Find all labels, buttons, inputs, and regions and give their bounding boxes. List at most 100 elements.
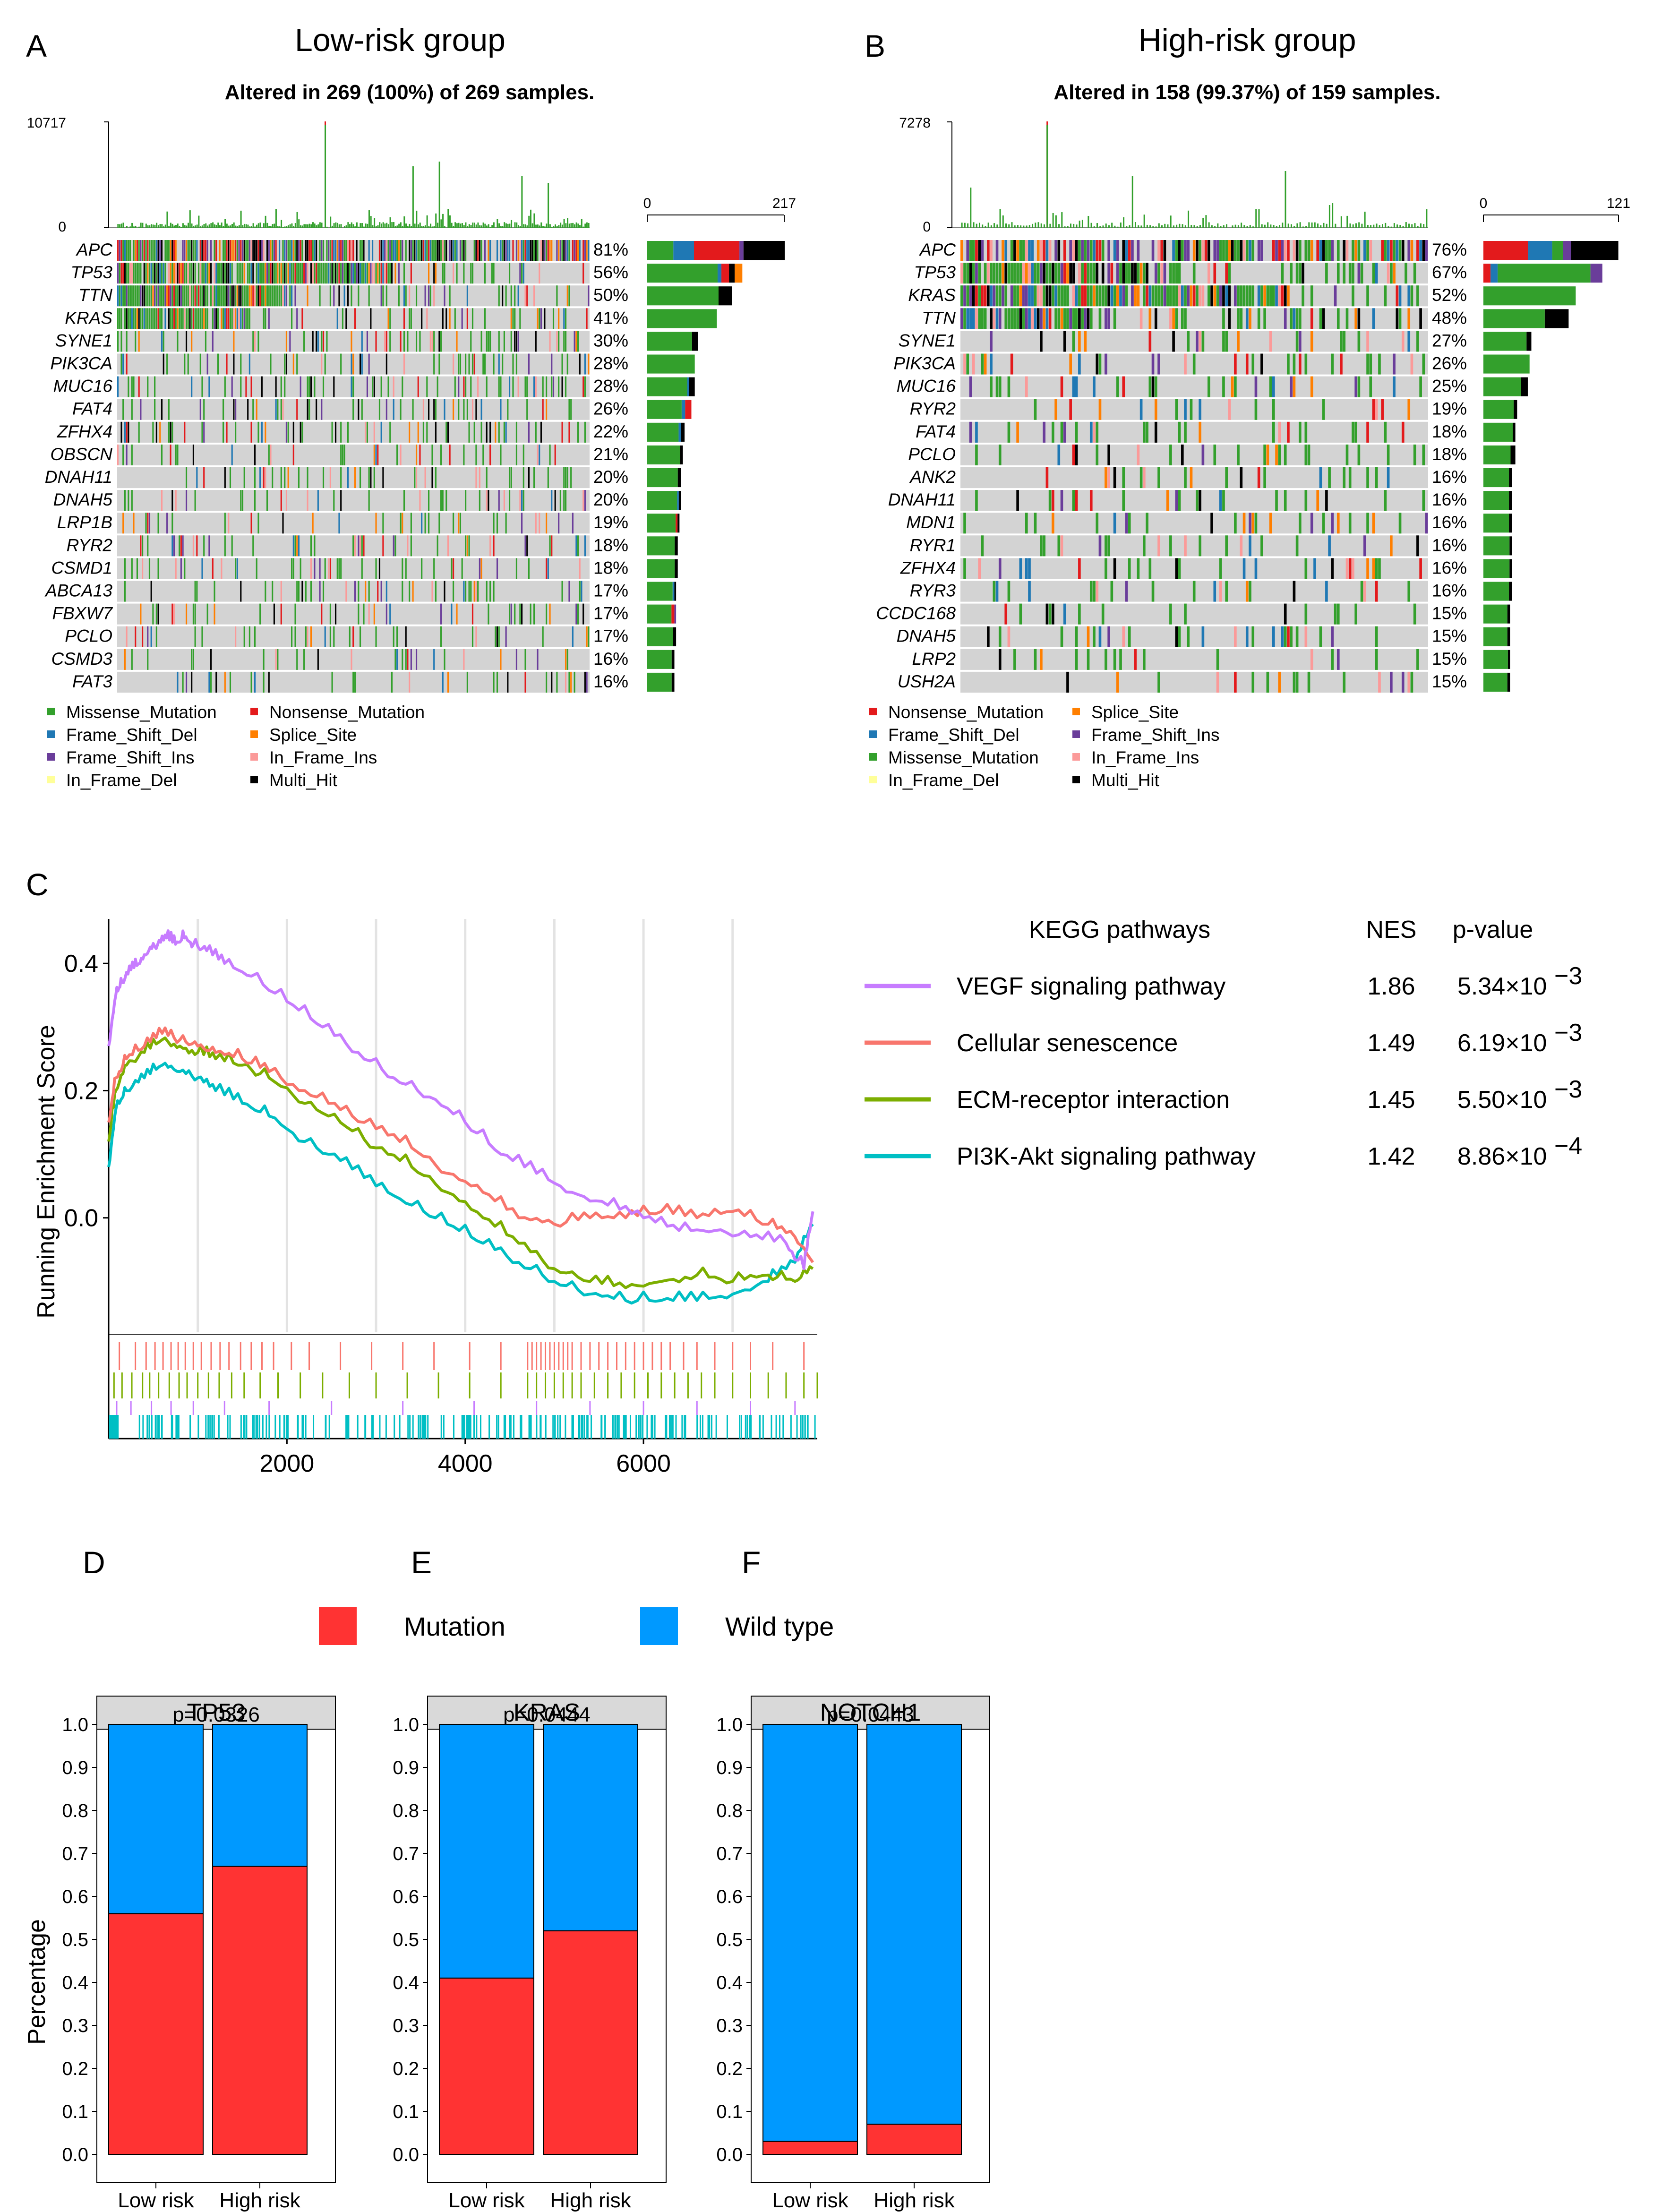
tmb-bar: [393, 222, 395, 228]
gene-label: KRAS: [65, 308, 112, 327]
mutation-cell: [131, 490, 133, 511]
side-bar-segment: [689, 377, 695, 396]
mutation-cell: [1210, 285, 1213, 307]
mutation-cell: [1010, 353, 1013, 375]
mutation-cell: [1375, 626, 1378, 647]
mutation-cell: [184, 308, 186, 329]
mutation-cell: [342, 263, 343, 284]
mutation-cell: [1066, 671, 1069, 693]
mutation-cell: [1040, 263, 1043, 284]
tmb-bar: [500, 226, 502, 228]
mutation-cell: [468, 353, 470, 375]
mutation-cell: [391, 263, 393, 284]
tmb-bar: [1046, 125, 1048, 228]
tmb-bar: [1220, 226, 1222, 228]
mutation-cell: [291, 558, 293, 579]
mutation-cell: [1325, 263, 1328, 284]
mutation-cell: [1040, 649, 1043, 670]
mutation-cell: [187, 240, 189, 261]
mutation-cell: [280, 581, 282, 602]
mutation-cell: [444, 399, 445, 420]
mutation-cell: [1105, 467, 1107, 489]
pathway-pvalue-exponent: −3: [1554, 1076, 1582, 1103]
mutation-cell: [1343, 240, 1346, 261]
tmb-bar: [396, 225, 398, 228]
mutation-cell: [458, 513, 460, 534]
mutation-cell: [206, 603, 208, 625]
mutation-cell: [331, 240, 333, 261]
mutation-cell: [142, 308, 144, 329]
mutation-cell: [1101, 240, 1105, 261]
mutation-cell: [208, 376, 210, 397]
side-bar-segment: [681, 400, 685, 419]
mutation-cell: [241, 263, 244, 284]
mutation-cell: [229, 240, 231, 261]
mutation-cell: [1169, 308, 1172, 329]
mutation-cell: [1398, 308, 1402, 329]
mutation-cell: [1290, 263, 1293, 284]
mutation-cell: [572, 240, 574, 261]
mutation-cell: [180, 263, 182, 284]
tmb-bar: [586, 222, 588, 228]
legend-label: Frame_Shift_Del: [66, 725, 197, 745]
mutation-cell: [233, 240, 235, 261]
gene-label: ZFHX4: [900, 558, 956, 577]
gene-label: LRP2: [912, 649, 956, 669]
mutation-cell: [1137, 285, 1140, 307]
mutation-cell: [219, 240, 221, 261]
mutation-cell: [252, 285, 254, 307]
mutation-cell: [1087, 308, 1090, 329]
mutation-cell: [206, 285, 208, 307]
tmb-bar: [325, 125, 326, 228]
mutation-cell: [528, 353, 530, 375]
tmb-bar: [175, 225, 177, 228]
mutation-cell: [180, 535, 182, 557]
mutation-cell: [301, 581, 303, 602]
mutation-cell: [279, 263, 281, 284]
side-bar-segment: [1498, 264, 1591, 283]
mutation-cell: [577, 603, 579, 625]
mutation-cell: [537, 308, 539, 329]
mutation-cell: [270, 263, 272, 284]
mutation-cell: [493, 513, 495, 534]
mutation-cell: [1299, 513, 1302, 534]
mutation-cell: [322, 331, 325, 352]
mutation-cell: [184, 285, 186, 307]
tmb-bar: [999, 209, 1001, 228]
mutation-cell: [233, 353, 235, 375]
mutation-cell: [1078, 331, 1081, 352]
mutation-cell: [377, 444, 379, 465]
mutation-cell: [333, 490, 335, 511]
mutation-cell: [305, 581, 307, 602]
mutation-cell: [1137, 558, 1140, 579]
mutation-cell: [403, 263, 405, 284]
mutation-cell: [1216, 649, 1219, 670]
tmb-bar: [460, 223, 462, 228]
mutation-cell: [250, 421, 252, 443]
mutation-cell: [566, 285, 568, 307]
side-bar-segment: [1483, 559, 1510, 578]
mutation-cell: [540, 240, 542, 261]
mutation-cell: [558, 331, 560, 352]
mutation-cell: [1208, 240, 1210, 261]
mutation-cell: [515, 353, 517, 375]
mutation-cell: [314, 535, 316, 557]
mutation-cell: [256, 399, 257, 420]
grid-row-background: [960, 513, 1428, 534]
mutation-cell: [1069, 308, 1072, 329]
mutation-cell: [163, 353, 164, 375]
mutation-cell: [1007, 376, 1011, 397]
mutation-cell: [1299, 240, 1302, 261]
mutation-cell: [1169, 263, 1172, 284]
mutation-cell: [263, 308, 265, 329]
side-bar-segment: [1483, 672, 1507, 692]
mutation-cell: [1054, 285, 1057, 307]
mutation-cell: [1284, 626, 1287, 647]
mutation-cell: [138, 285, 140, 307]
mutation-cell: [502, 285, 504, 307]
mutation-cell: [119, 240, 120, 261]
mutation-cell: [519, 308, 521, 329]
tmb-bar: [1020, 225, 1022, 228]
mutation-cell: [368, 603, 370, 625]
mutation-cell: [138, 331, 140, 352]
